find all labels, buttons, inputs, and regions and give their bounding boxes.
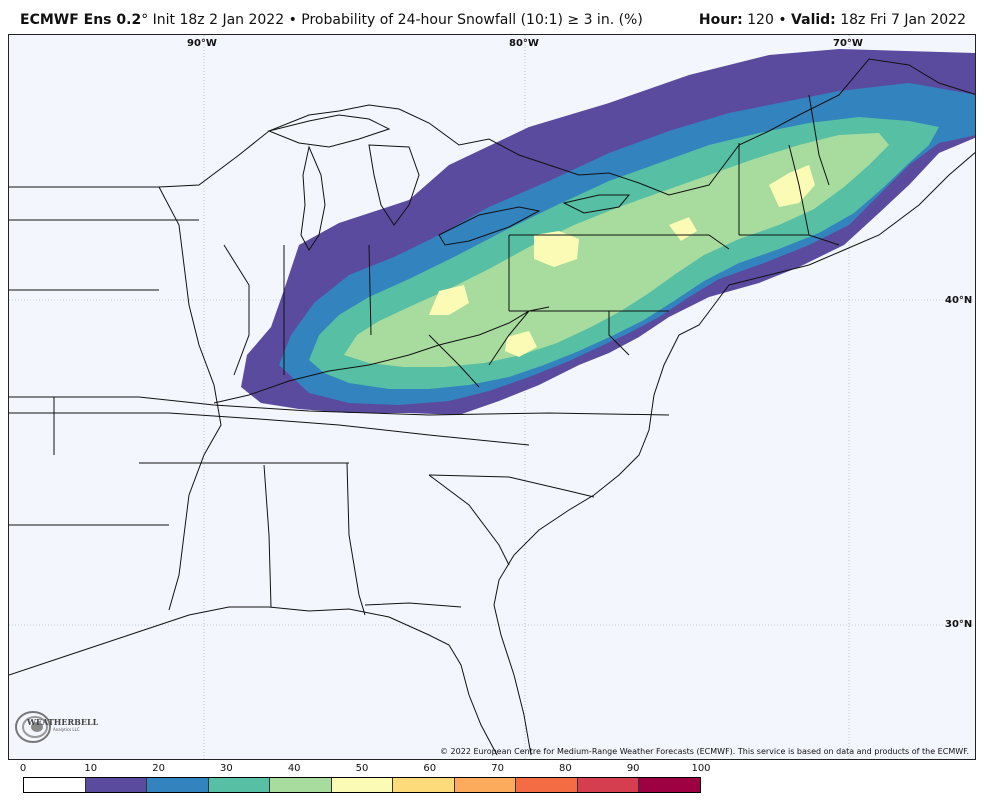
weatherbell-logo-icon [15,711,51,743]
ga-sc-line [428,474,510,566]
logo-text: WEATHERBELL [27,717,99,727]
map-panel[interactable]: 90°W 80°W 70°W 40°N 30°N WEATHERBELL Ana… [8,34,976,760]
contour-50d [769,165,815,207]
contour-50a [534,231,579,267]
legend-swatch-3 [207,778,270,792]
init-time: Init 18z 2 Jan 2022 [152,12,285,28]
valid-value: 18z Fri 7 Jan 2022 [840,12,966,28]
bullet-separator: • [288,12,297,28]
lat-label-30n: 30°N [945,619,973,630]
header-title: ECMWF Ens 0.2° Init 18z 2 Jan 2022 • Pro… [20,12,643,28]
atlantic-coast [493,152,975,756]
lake-superior [267,114,391,148]
hour-label: Hour: [698,12,743,28]
legend-swatch-4 [269,778,331,792]
legend-tick-80: 80 [559,763,572,774]
mississippi-river [158,186,222,611]
legend-swatch-6 [392,778,454,792]
legend-tick-40: 40 [287,763,301,774]
legend-tick-90: 90 [626,763,640,774]
legend-tick-20: 20 [152,763,165,774]
mo-ar-line [9,396,55,455]
al-ga-line [263,464,272,608]
legend-tick-50: 50 [355,763,369,774]
boundaries [9,58,975,756]
map-svg [9,35,975,759]
logo-subtext: Analytics LLC [53,727,80,732]
maine-line [808,94,830,186]
header-valid: Hour: 120 • Valid: 18z Fri 7 Jan 2022 [699,12,966,28]
snow-probability-field [241,49,975,415]
state-line-36n [9,396,670,416]
lake-erie [438,206,541,246]
legend-tick-10: 10 [84,763,98,774]
degree-symbol: ° [141,12,149,28]
lon-label-70w: 70°W [833,38,863,49]
copyright-notice: © 2022 European Centre for Medium-Range … [440,747,969,756]
lon-label-80w: 80°W [509,38,539,49]
product-name: Probability of 24-hour Snowfall (10:1) ≥… [301,12,643,28]
legend-swatch-1 [84,778,147,792]
bullet-separator-2: • [778,12,787,28]
pa-ny-line [509,234,730,250]
legend-tick-70: 70 [491,763,504,774]
va-wv-line [488,310,530,366]
legend-ticks: 0 10 20 30 40 50 60 70 80 90 100 [19,763,711,777]
legend-swatch-5 [330,778,393,792]
hour-value: 120 [747,12,774,28]
canada-us-border [9,58,975,196]
contour-40 [344,133,889,367]
ma-line [739,234,840,246]
state-line-35n [9,412,530,446]
header-bar: ECMWF Ens 0.2° Init 18z 2 Jan 2022 • Pro… [0,0,984,34]
legend-tick-0: 0 [19,763,27,774]
lake-ontario [562,194,631,214]
legend-swatch-8 [515,778,577,792]
ga-fl-line [364,602,462,608]
valid-label: Valid: [791,12,836,28]
ohio-in-line [368,244,372,336]
legend-tick-100: 100 [691,763,711,774]
legend-swatch-9 [576,778,639,792]
sc-nc-line [428,474,595,498]
legend-tick-60: 60 [423,763,437,774]
contour-50b [429,285,469,315]
il-west-line [223,244,250,376]
lake-huron [368,144,420,226]
model-name: ECMWF Ens 0.2 [20,12,142,28]
legend-swatch-2 [146,778,208,792]
legend-bar [23,777,701,793]
legend-swatch-0 [24,778,85,792]
lake-michigan [300,145,326,251]
ms-al-line [346,462,366,616]
vt-nh-line [788,144,810,236]
ohio-border [213,306,550,404]
contour-50c [505,331,537,357]
md-line [608,311,630,356]
legend-swatch-7 [453,778,516,792]
weatherbell-logo: WEATHERBELL Analytics LLC [13,705,99,745]
lon-label-90w: 90°W [187,38,217,49]
legend-tick-30: 30 [220,763,233,774]
legend-swatch-10 [638,778,701,792]
ky-wv-line [428,334,480,388]
lat-label-40n: 40°N [945,295,973,306]
color-legend: 0 10 20 30 40 50 60 70 80 90 100 [19,763,711,807]
gulf-coast [9,606,498,756]
